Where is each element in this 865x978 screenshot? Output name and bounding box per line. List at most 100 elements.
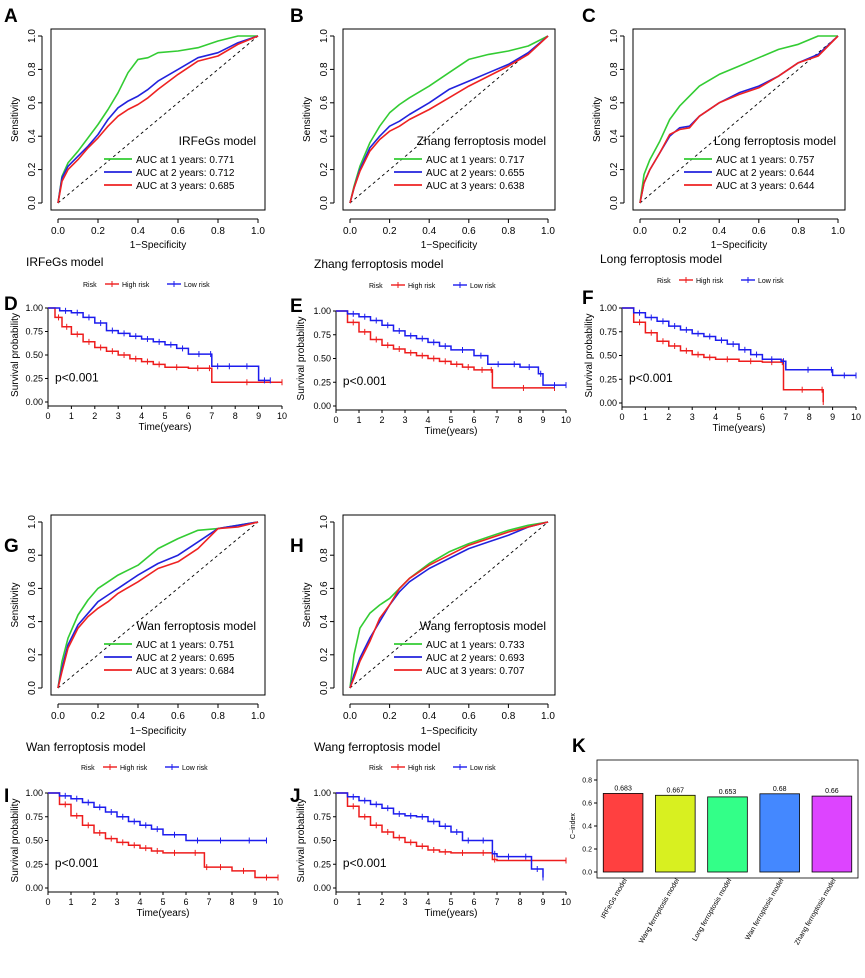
panel-title: Wan ferroptosis model <box>26 740 146 754</box>
y-tick-label: 0.0 <box>319 681 330 695</box>
legend-censor-mark <box>457 764 463 770</box>
x-tick-label: 0.2 <box>383 711 397 722</box>
legend-label-low-risk: Low risk <box>184 282 210 289</box>
x-tick-label: 8 <box>229 897 234 907</box>
y-tick-label: 0.6 <box>609 95 620 109</box>
x-tick-label: 0.0 <box>51 226 65 237</box>
plot-frame <box>632 28 846 211</box>
y-tick-label: 0.2 <box>319 162 330 176</box>
reference-diagonal <box>639 35 839 204</box>
x-tick-label: 10 <box>561 415 571 425</box>
legend-label-year-3: AUC at 3 years: 0.707 <box>426 666 525 677</box>
x-tick-label: 5 <box>736 412 741 422</box>
y-tick-label: 0.00 <box>25 397 43 407</box>
legend-label-high-risk: High risk <box>122 282 150 289</box>
x-tick-label: 2 <box>379 415 384 425</box>
legend-label-year-3: AUC at 3 years: 0.684 <box>136 666 235 677</box>
roc-panel-H: 0.0 0.2 0.4 0.6 0.8 1.0 Sensitivity 0.0 0.2 0.4 0.… <box>302 514 556 737</box>
km-panel-D: IRFeGs model Risk High risk Low risk 0.00 0.2… <box>10 255 287 433</box>
y-axis-label: Sensitivity <box>302 97 313 142</box>
x-tick-label: 7 <box>206 897 211 907</box>
panel-letter-H: H <box>290 536 304 557</box>
x-axis-label: Time(years) <box>425 426 478 437</box>
y-tick-label: 0.00 <box>313 883 331 893</box>
x-tick-label: 10 <box>851 412 861 422</box>
y-tick-label: 0.0 <box>27 196 38 210</box>
x-axis-label: 1−Specificity <box>421 726 477 737</box>
x-tick-label: 4 <box>713 412 718 422</box>
panel-title: Zhang ferroptosis model <box>314 257 443 271</box>
x-tick-label: 7 <box>209 411 214 421</box>
x-tick-label: 8 <box>233 411 238 421</box>
x-tick-label: 3 <box>402 415 407 425</box>
x-tick-label: 0.2 <box>91 711 105 722</box>
x-tick-label: 10 <box>561 897 571 907</box>
y-tick-label: 1.00 <box>25 788 43 798</box>
x-axis-label: Time(years) <box>425 908 478 919</box>
y-tick-label: 1.0 <box>609 29 620 43</box>
y-tick-label: 0.6 <box>319 95 330 109</box>
bar-value-label: 0.66 <box>825 788 839 795</box>
x-tick-label: 1 <box>356 897 361 907</box>
legend-label-low-risk: Low risk <box>470 765 496 772</box>
panel-letter-C: C <box>582 6 596 27</box>
km-curve-low-risk <box>48 307 271 382</box>
y-tick-label: 0.6 <box>582 801 592 808</box>
x-tick-label: 0.6 <box>171 711 185 722</box>
y-tick-label: 0.6 <box>27 581 38 595</box>
x-tick-label: 3 <box>116 411 121 421</box>
y-tick-label: 1.0 <box>319 515 330 529</box>
category-label: IRFeGs model <box>600 877 629 920</box>
y-tick-label: 0.8 <box>582 778 592 785</box>
x-tick-label: 0.0 <box>51 711 65 722</box>
bar-3 <box>707 796 748 873</box>
y-tick-label: 0.8 <box>27 548 38 562</box>
x-axis-label: Time(years) <box>139 422 192 433</box>
bar-2 <box>655 794 696 873</box>
x-tick-label: 5 <box>448 415 453 425</box>
x-tick-label: 2 <box>92 411 97 421</box>
legend-label-low-risk: Low risk <box>182 765 208 772</box>
x-tick-label: 5 <box>448 897 453 907</box>
roc-curve-year-2 <box>349 35 549 204</box>
y-tick-label: 1.00 <box>25 303 43 313</box>
legend-label-low-risk: Low risk <box>758 278 784 285</box>
p-value: p<0.001 <box>343 856 387 870</box>
x-tick-label: 1.0 <box>251 711 265 722</box>
panel-letter-D: D <box>4 294 18 315</box>
legend-label-year-3: AUC at 3 years: 0.638 <box>426 181 525 192</box>
y-tick-label: 0.2 <box>609 162 620 176</box>
p-value: p<0.001 <box>55 856 99 870</box>
plot-frame <box>342 514 556 696</box>
km-curve-high-risk <box>48 307 282 384</box>
y-tick-label: 1.00 <box>313 788 331 798</box>
x-tick-label: 0.0 <box>343 226 357 237</box>
x-tick-label: 0.0 <box>343 711 357 722</box>
legend-title: Risk <box>369 765 383 772</box>
x-tick-label: 0.6 <box>462 711 476 722</box>
roc-curve-year-3 <box>57 35 259 204</box>
y-axis-label: Survival probability <box>296 317 307 401</box>
y-tick-label: 0.2 <box>27 162 38 176</box>
x-tick-label: 1 <box>356 415 361 425</box>
y-tick-label: 0.50 <box>599 351 617 361</box>
km-curve-high-risk <box>622 307 824 403</box>
y-tick-label: 1.0 <box>319 29 330 43</box>
roc-curve-year-2 <box>349 521 549 689</box>
legend-label-year-3: AUC at 3 years: 0.685 <box>136 181 235 192</box>
y-tick-label: 0.00 <box>599 398 617 408</box>
x-tick-label: 6 <box>760 412 765 422</box>
roc-curve-year-1 <box>639 35 838 204</box>
x-axis-label: Time(years) <box>137 908 190 919</box>
legend-label-high-risk: High risk <box>120 765 148 772</box>
bar-value-label: 0.653 <box>719 789 737 796</box>
bar-value-label: 0.683 <box>614 785 632 792</box>
km-panel-J: Wang ferroptosis model Risk High risk Low r… <box>296 740 571 919</box>
panel-title: Long ferroptosis model <box>600 252 722 266</box>
plot-frame <box>50 28 266 211</box>
category-label: Wang ferroptosis model <box>638 877 681 945</box>
x-tick-label: 6 <box>183 897 188 907</box>
y-tick-label: 0.00 <box>25 883 43 893</box>
x-tick-label: 0 <box>333 897 338 907</box>
panel-letter-F: F <box>582 288 594 309</box>
